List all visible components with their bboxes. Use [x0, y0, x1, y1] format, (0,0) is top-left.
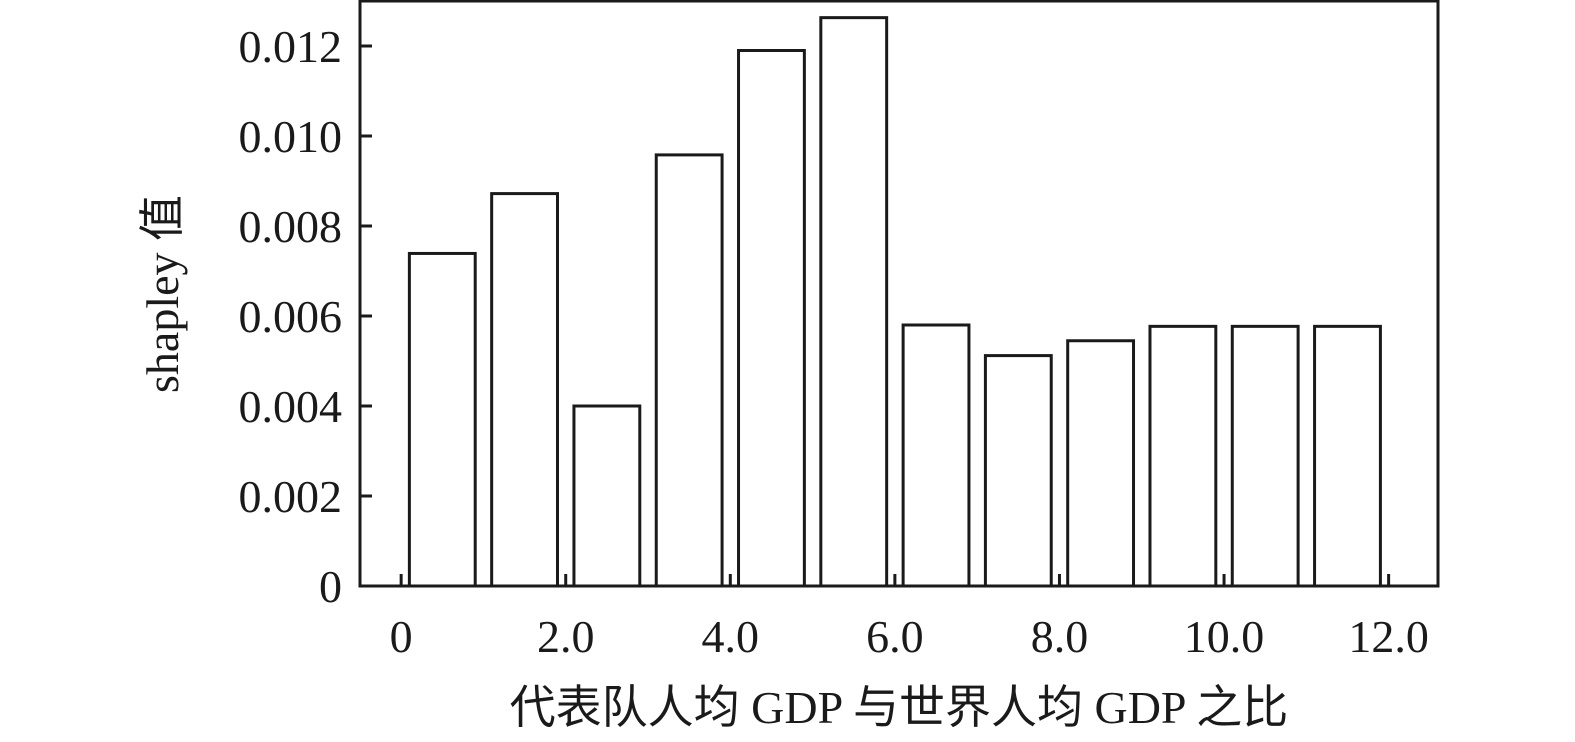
bar-9	[1148, 324, 1218, 588]
y-tick-label-1: 0.002	[239, 471, 343, 522]
bar-10	[1230, 324, 1300, 588]
bar-11	[1313, 324, 1382, 588]
plot-frame	[358, 0, 1440, 588]
x-tick-label-0: 0	[390, 611, 413, 662]
bar-5	[819, 16, 889, 588]
x-axis-title: 代表队人均 GDP 与世界人均 GDP 之比	[510, 682, 1289, 733]
bar-6	[901, 323, 971, 588]
x-tick-label-1: 2.0	[537, 611, 595, 662]
x-tick-label-3: 6.0	[866, 611, 924, 662]
y-tick-label-2: 0.004	[239, 381, 343, 432]
y-tick-label-3: 0.006	[239, 291, 343, 342]
x-tick-label-5: 10.0	[1184, 611, 1265, 662]
y-tick-label-5: 0.010	[239, 111, 343, 162]
y-axis-title: shapley 值	[137, 195, 188, 393]
y-axis: 0 0.002 0.004 0.006 0.008 0.010 0.012	[239, 21, 372, 612]
y-tick-label-6: 0.012	[239, 21, 343, 72]
bar-8	[1066, 339, 1136, 588]
bar-7	[983, 354, 1053, 588]
bar-4	[737, 49, 806, 588]
bars-group	[407, 16, 1382, 588]
bar-2	[572, 404, 642, 588]
bar-1	[490, 192, 559, 588]
x-tick-label-6: 12.0	[1348, 611, 1429, 662]
x-tick-label-2: 4.0	[702, 611, 760, 662]
y-tick-label-4: 0.008	[239, 201, 343, 252]
y-tick-label-0: 0	[319, 561, 342, 612]
bar-3	[654, 153, 724, 588]
x-axis: 0 2.0 4.0 6.0 8.0 10.0 12.0	[390, 574, 1429, 662]
bar-0	[407, 251, 477, 588]
x-tick-label-4: 8.0	[1031, 611, 1089, 662]
